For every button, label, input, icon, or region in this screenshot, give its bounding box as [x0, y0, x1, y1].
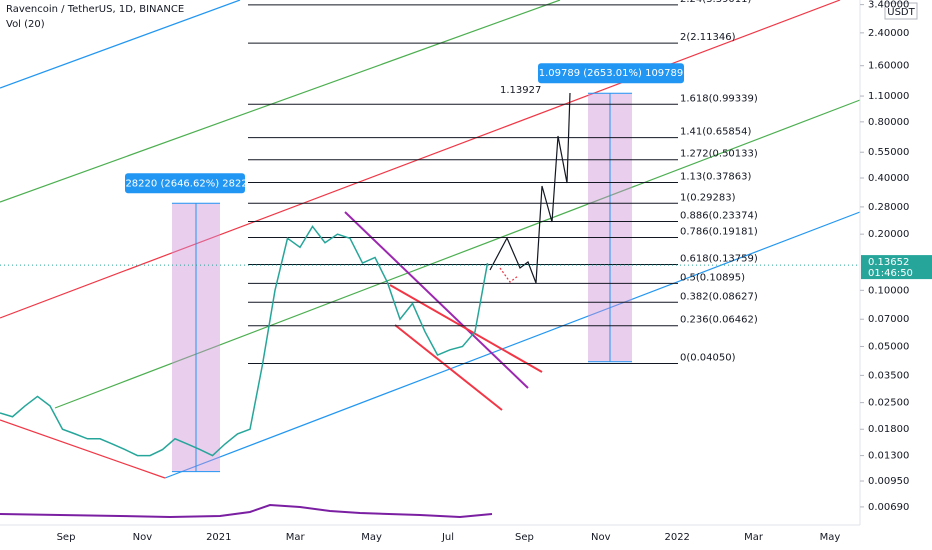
chart-title: Ravencoin / TetherUS, 1D, BINANCE [6, 4, 184, 15]
channel-line [0, 419, 166, 479]
last-price-label: 0.13652 [868, 257, 909, 268]
x-tick-label: Mar [286, 532, 306, 543]
y-tick-label: 0.55000 [868, 147, 909, 158]
wedge-line [394, 324, 503, 411]
fib-label: 1.41(0.65854) [680, 127, 752, 138]
y-tick-label: 1.60000 [868, 61, 909, 72]
currency-label: USDT [887, 7, 915, 18]
fib-label: 1.13(0.37863) [680, 171, 752, 182]
countdown-label: 01:46:50 [868, 268, 913, 279]
measure-label: 0.28220 (2646.62%) 28220 [116, 178, 254, 189]
x-tick-label: Sep [515, 532, 534, 543]
target-label: 1.13927 [500, 85, 541, 96]
fib-label: 0.382(0.08627) [680, 291, 758, 302]
channel-line [0, 0, 561, 203]
fib-label: 0.5(0.10895) [680, 272, 745, 283]
fib-label: 2(2.11346) [680, 32, 736, 43]
x-tick-label: Nov [133, 532, 153, 543]
x-tick-label: May [820, 532, 841, 543]
projection-dash [499, 267, 519, 283]
y-tick-label: 0.01300 [868, 451, 909, 462]
y-tick-label: 0.10000 [868, 285, 909, 296]
y-tick-label: 0.07000 [868, 314, 909, 325]
wedge-line [344, 211, 529, 389]
channel-line [54, 99, 861, 409]
y-tick-label: 2.40000 [868, 28, 909, 39]
volume-ma [0, 503, 493, 519]
fib-label: 1.272(0.50133) [680, 149, 758, 160]
y-tick-label: 0.02500 [868, 398, 909, 409]
wedge-line [389, 284, 543, 373]
y-tick-label: 0.00950 [868, 476, 909, 487]
fib-label: 0.886(0.23374) [680, 211, 758, 222]
fib-label: 0.786(0.19181) [680, 227, 758, 238]
y-tick-label: 0.01800 [868, 424, 909, 435]
y-tick-label: 0.05000 [868, 341, 909, 352]
channel-line [164, 211, 861, 479]
measure-label-box [538, 63, 684, 84]
measure-label: 1.09789 (2653.01%) 109789 [539, 68, 684, 79]
indicator-label: Vol (20) [6, 19, 45, 30]
y-tick-label: 0.28000 [868, 202, 909, 213]
y-tick-label: 1.10000 [868, 91, 909, 102]
x-tick-label: 2022 [664, 532, 689, 543]
fib-label: 0(0.04050) [680, 353, 736, 364]
fib-label: 1(0.29283) [680, 192, 736, 203]
fib-label: 2.24(3.39011) [680, 0, 752, 5]
y-tick-label: 0.03500 [868, 370, 909, 381]
x-tick-label: Jul [441, 532, 454, 543]
channel-line [0, 0, 241, 89]
x-tick-label: Nov [591, 532, 611, 543]
y-tick-label: 0.20000 [868, 229, 909, 240]
last-price-box [861, 255, 932, 280]
price-line [0, 225, 489, 457]
x-tick-label: 2021 [206, 532, 231, 543]
measure-label-box [125, 173, 245, 194]
x-tick-label: Mar [744, 532, 764, 543]
fib-label: 0.236(0.06462) [680, 315, 758, 326]
y-tick-label: 0.00690 [868, 502, 909, 513]
x-tick-label: Sep [57, 532, 76, 543]
fib-label: 0.618(0.13759) [680, 253, 758, 264]
y-tick-label: 0.40000 [868, 173, 909, 184]
fib-label: 1.618(0.99339) [680, 93, 758, 104]
y-tick-label: 0.80000 [868, 117, 909, 128]
y-tick-label: 3.40000 [868, 0, 909, 11]
currency-box [884, 2, 918, 20]
x-tick-label: May [361, 532, 382, 543]
